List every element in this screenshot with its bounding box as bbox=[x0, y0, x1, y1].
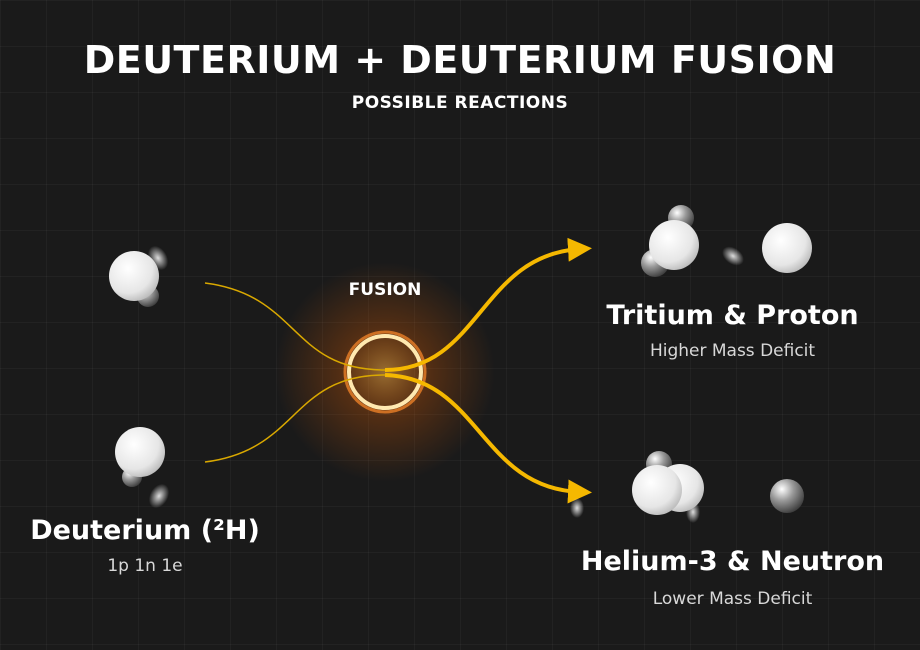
page-title: DEUTERIUM + DEUTERIUM FUSION bbox=[83, 38, 837, 82]
product-tritium-name: Tritium & Proton bbox=[606, 300, 859, 331]
incoming-path-top bbox=[204, 282, 386, 371]
product-helium-name: Helium-3 & Neutron bbox=[580, 546, 885, 577]
arrow-to-tritium bbox=[384, 237, 592, 372]
neutron-particle bbox=[770, 479, 804, 513]
proton-particle bbox=[762, 223, 812, 273]
fusion-label: FUSION bbox=[348, 280, 422, 300]
deuterium-particle-bottom bbox=[115, 427, 170, 509]
product-tritium-note: Higher Mass Deficit bbox=[649, 341, 816, 361]
fusion-ring bbox=[347, 334, 423, 410]
reactant-name: Deuterium (²H) bbox=[30, 515, 260, 546]
deuterium-particle-top bbox=[109, 245, 169, 307]
helium3-particle bbox=[570, 451, 704, 523]
page-subtitle: POSSIBLE REACTIONS bbox=[351, 93, 569, 113]
reactant-composition: 1p 1n 1e bbox=[107, 556, 183, 576]
arrow-to-helium bbox=[384, 373, 592, 504]
incoming-path-bottom bbox=[204, 374, 386, 463]
fusion-ring-outer bbox=[343, 330, 427, 414]
product-helium-note: Lower Mass Deficit bbox=[652, 589, 813, 609]
tritium-particle bbox=[641, 205, 744, 277]
